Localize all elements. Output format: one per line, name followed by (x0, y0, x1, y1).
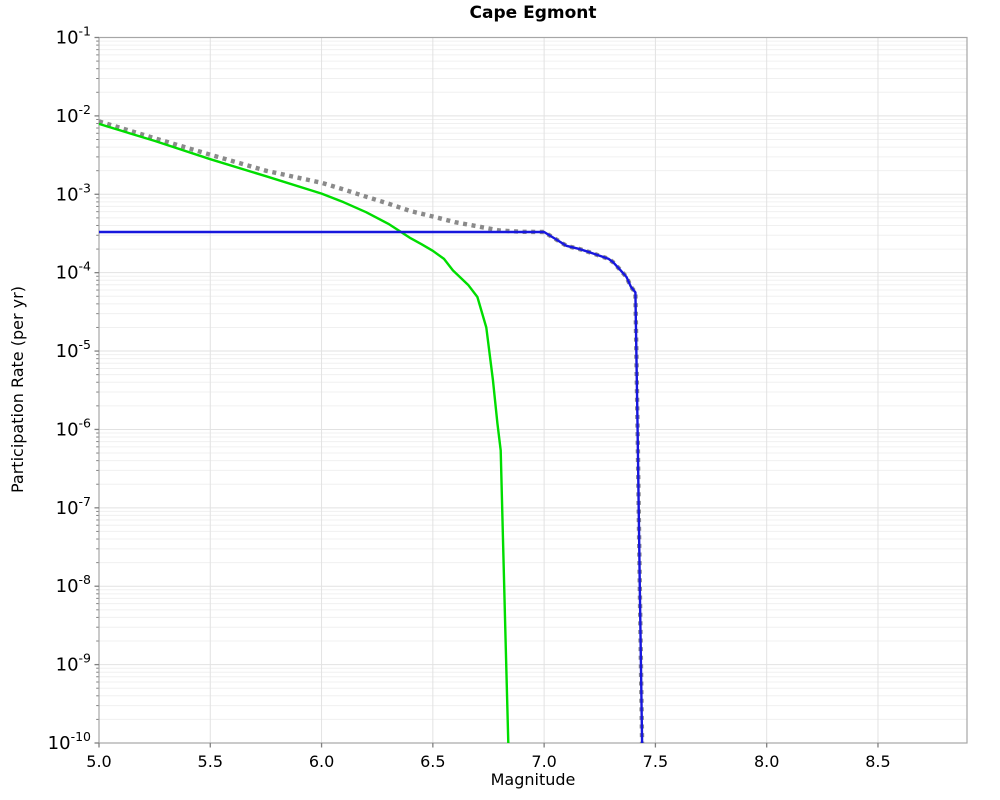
series-green-branch (98, 122, 510, 744)
x-tick-label: 7.5 (643, 752, 668, 771)
y-tick-label: 10-9 (56, 651, 91, 676)
y-tick-label: 10-3 (56, 180, 91, 205)
y-tick-label: 10-4 (56, 259, 91, 284)
x-axis-label: Magnitude (490, 770, 576, 789)
x-tick-label: 8.0 (754, 752, 779, 771)
series-blue-branch (99, 230, 644, 744)
y-tick-label: 10-7 (56, 494, 91, 519)
y-tick-label: 10-2 (56, 102, 91, 127)
y-tick-label: 10-6 (56, 415, 91, 440)
y-tick-label: 10-5 (56, 337, 91, 362)
y-tick-label: 10-8 (56, 572, 91, 597)
x-tick-label: 7.0 (531, 752, 556, 771)
x-tick-label: 6.0 (309, 752, 334, 771)
plot-spines (98, 36, 968, 744)
x-tick-label: 6.5 (420, 752, 445, 771)
chart-title: Cape Egmont (469, 3, 597, 23)
x-tick-label: 8.5 (865, 752, 890, 771)
x-tick-label: 5.5 (198, 752, 223, 771)
y-tick-label: 10-1 (56, 24, 91, 49)
x-tick-label: 5.0 (86, 752, 111, 771)
y-tick-label: 10-10 (48, 729, 91, 754)
